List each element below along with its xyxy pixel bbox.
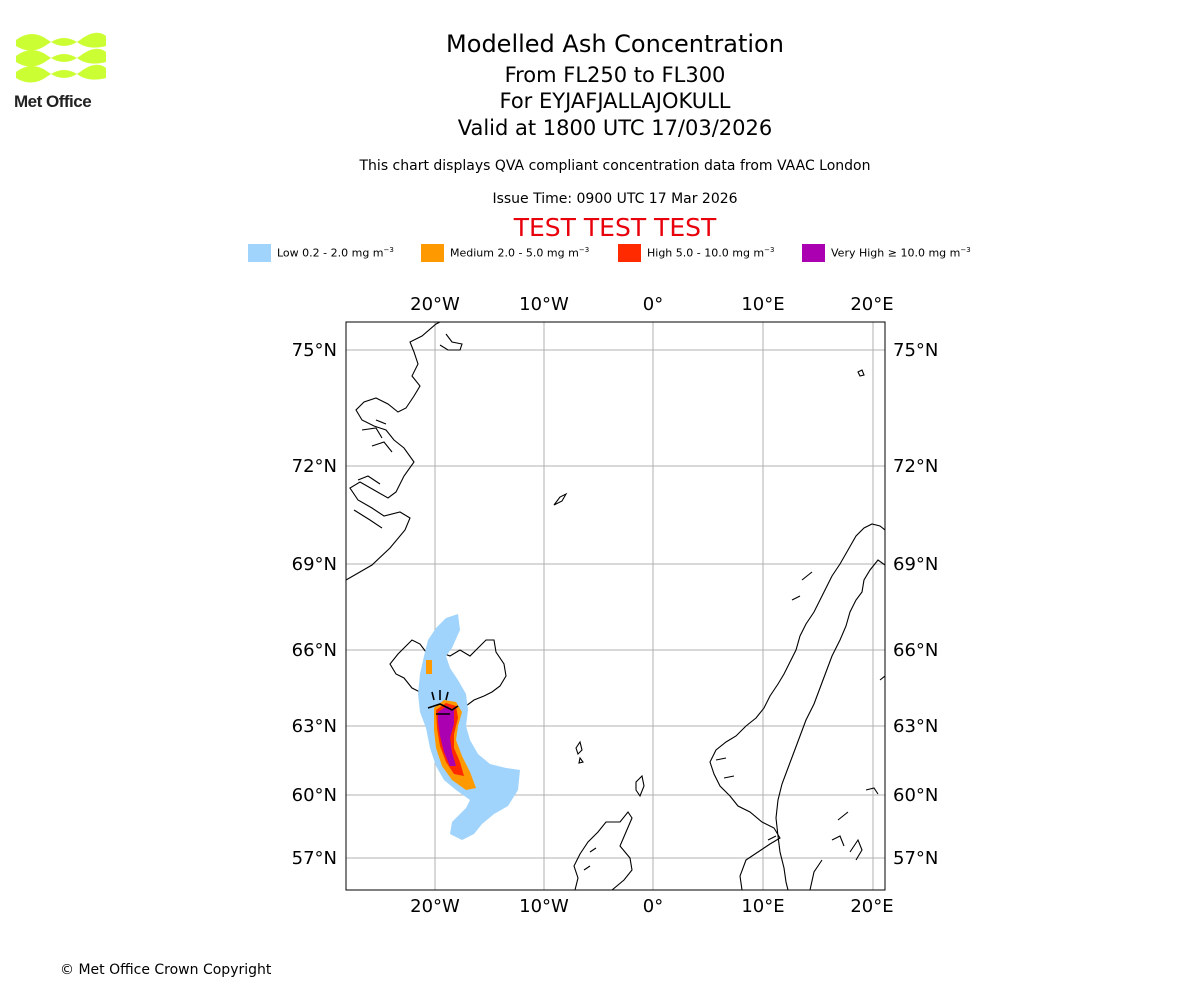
lat-label-left: 72°N: [292, 456, 337, 477]
lon-label-top: 20°W: [410, 294, 460, 315]
lat-label-right: 66°N: [893, 640, 938, 661]
lat-label-right: 75°N: [893, 340, 938, 361]
legend-swatch-high: [618, 244, 641, 262]
iceland-coast: [389, 639, 507, 709]
valid-time: Valid at 1800 UTC 17/03/2026: [457, 116, 773, 140]
flight-levels: From FL250 to FL300: [504, 63, 726, 87]
jan-mayen-coast: [553, 492, 568, 506]
lon-label-bottom: 20°W: [410, 896, 460, 917]
lat-label-left: 60°N: [292, 785, 337, 806]
scandinavia-coast: [709, 523, 885, 890]
lat-label-right: 60°N: [893, 785, 938, 806]
lat-label-right: 57°N: [893, 848, 938, 869]
ash-low-region: [418, 614, 520, 840]
lon-label-bottom: 20°E: [850, 896, 893, 917]
lat-label-left: 63°N: [292, 716, 337, 737]
legend-item-very-high: Very High ≥ 10.0 mg m−3: [802, 244, 971, 264]
ash-very-high-region: [438, 706, 456, 766]
lat-label-left: 57°N: [292, 848, 337, 869]
map-gridlines: [346, 322, 885, 890]
lon-label-bottom: 10°E: [741, 896, 784, 917]
volcano-marker: [427, 690, 459, 715]
greenland-coast: [346, 322, 463, 581]
legend-label-high: High 5.0 - 10.0 mg m: [647, 246, 765, 260]
lon-label-top: 0°: [643, 294, 663, 315]
legend-swatch-low: [248, 244, 271, 262]
legend-swatch-medium: [421, 244, 444, 262]
legend-label-very-high: Very High ≥ 10.0 mg m: [831, 246, 961, 260]
legend-label-medium: Medium 2.0 - 5.0 mg m: [450, 246, 579, 260]
lon-label-top: 10°E: [741, 294, 784, 315]
met-office-logo: Met Office: [14, 30, 106, 112]
volcano-name: For EYJAFJALLAJOKULL: [499, 89, 731, 113]
legend-item-high: High 5.0 - 10.0 mg m−3: [618, 244, 774, 264]
legend-label-low: Low 0.2 - 2.0 mg m: [277, 246, 384, 260]
lat-label-right: 63°N: [893, 716, 938, 737]
ash-plume: [418, 614, 520, 840]
chart-title: Modelled Ash Concentration: [446, 30, 784, 58]
lon-label-top: 10°W: [519, 294, 569, 315]
met-office-waves-icon: [16, 32, 106, 83]
legend-swatch-very-high: [802, 244, 825, 262]
lat-label-left: 66°N: [292, 640, 337, 661]
logo-text: Met Office: [14, 92, 92, 111]
test-banner: TEST TEST TEST: [513, 213, 717, 242]
lat-label-right: 72°N: [893, 456, 938, 477]
scotland-coast: [573, 811, 633, 890]
lon-label-bottom: 10°W: [519, 896, 569, 917]
lat-label-left: 69°N: [292, 554, 337, 575]
lat-label-right: 69°N: [893, 554, 938, 575]
issue-time: Issue Time: 0900 UTC 17 Mar 2026: [492, 191, 738, 207]
copyright-notice: © Met Office Crown Copyright: [60, 962, 272, 978]
lat-label-left: 75°N: [292, 340, 337, 361]
shetland-coast: [635, 774, 645, 798]
legend-item-medium: Medium 2.0 - 5.0 mg m−3: [421, 244, 589, 264]
lon-label-bottom: 0°: [643, 896, 663, 917]
legend-item-low: Low 0.2 - 2.0 mg m−3: [248, 244, 394, 264]
bear-island-coast: [857, 369, 865, 377]
lon-label-top: 20°E: [850, 294, 893, 315]
map-frame: [345, 321, 886, 891]
compliance-note: This chart displays QVA compliant concen…: [359, 158, 871, 174]
faroe-coast: [575, 740, 584, 764]
